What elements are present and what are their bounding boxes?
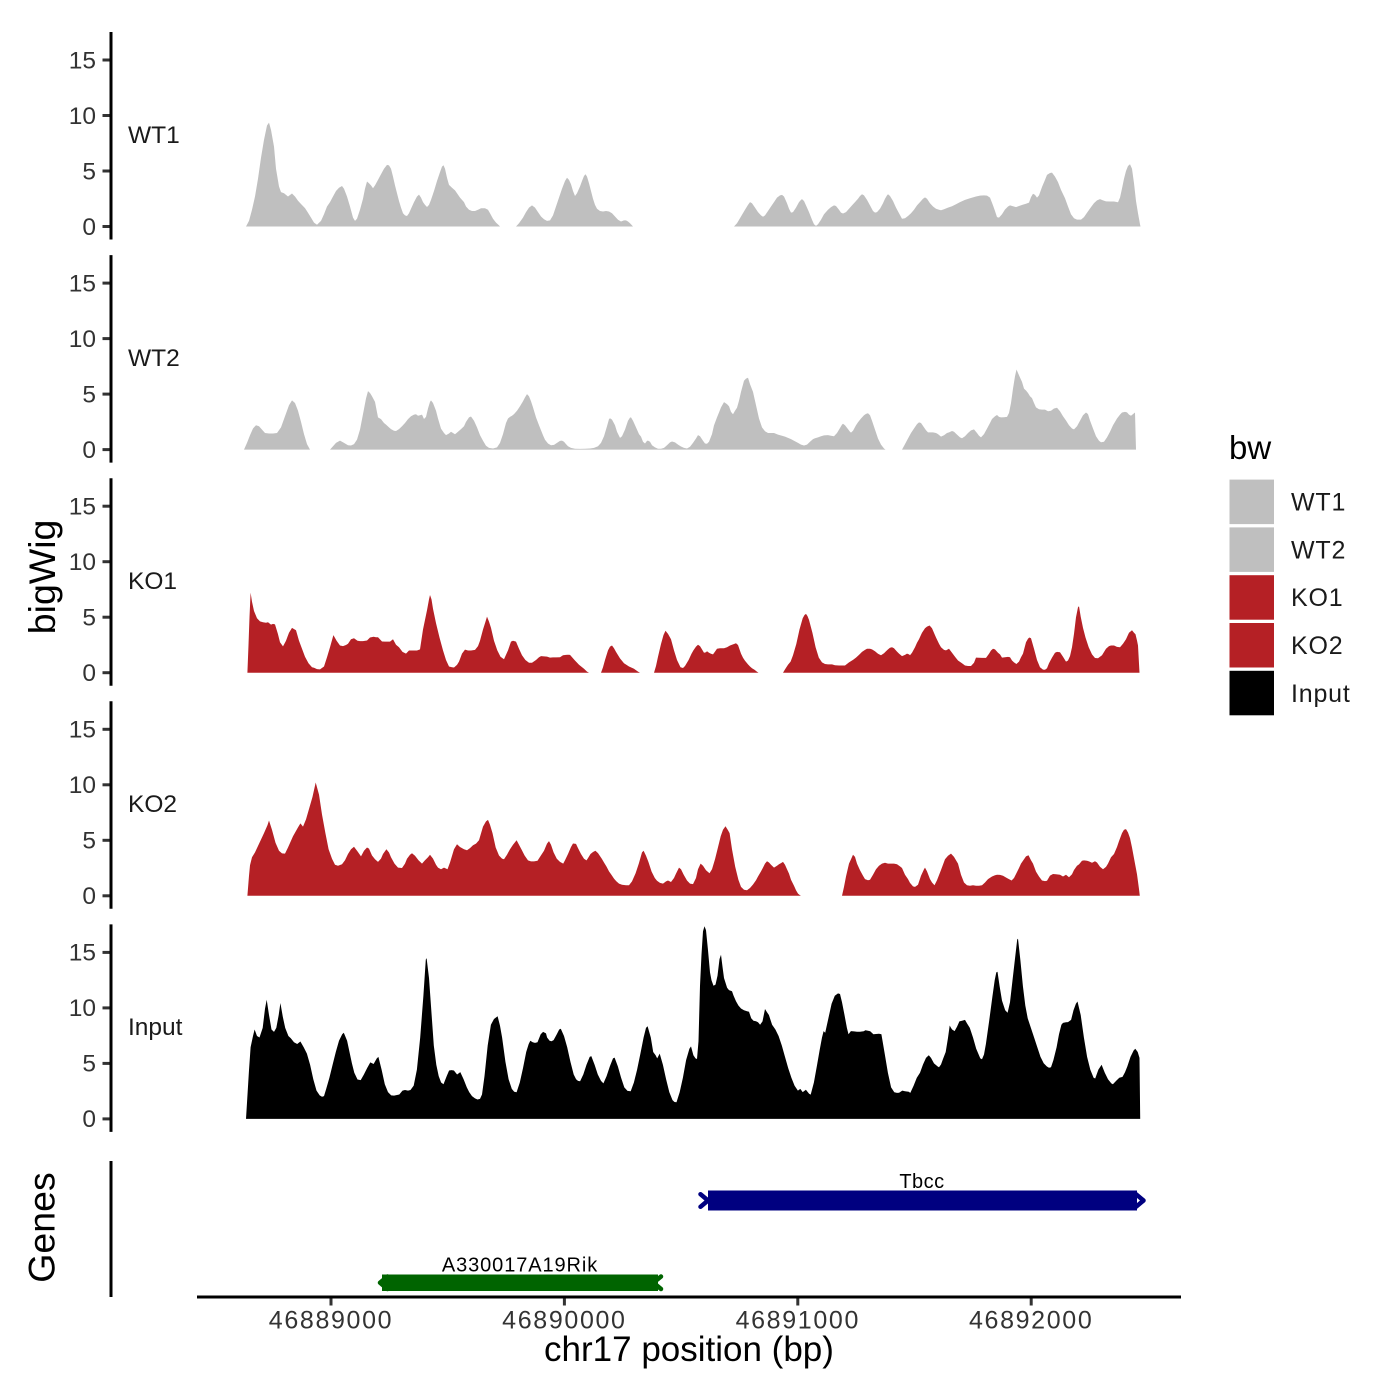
svg-text:5: 5 [82,1051,96,1078]
svg-text:15: 15 [69,270,96,297]
svg-text:15: 15 [69,47,96,74]
svg-text:Genes: Genes [21,1172,63,1283]
svg-text:5: 5 [82,828,96,855]
svg-text:0: 0 [82,883,96,910]
svg-text:10: 10 [69,772,96,799]
svg-text:5: 5 [82,381,96,408]
svg-text:46892000: 46892000 [969,1307,1093,1335]
svg-text:chr17 position (bp): chr17 position (bp) [544,1330,834,1369]
svg-text:10: 10 [69,326,96,353]
svg-text:WT1: WT1 [1291,489,1346,517]
svg-text:15: 15 [69,717,96,744]
svg-text:5: 5 [82,605,96,632]
svg-text:Input: Input [128,1014,183,1041]
svg-text:KO2: KO2 [128,791,177,818]
svg-text:bigWig: bigWig [21,520,63,635]
svg-text:WT2: WT2 [128,345,180,372]
svg-text:bw: bw [1229,429,1271,466]
svg-text:0: 0 [82,214,96,241]
svg-text:5: 5 [82,158,96,185]
svg-text:46890000: 46890000 [502,1307,626,1335]
svg-text:Input: Input [1291,680,1351,708]
svg-text:15: 15 [69,494,96,521]
svg-text:10: 10 [69,995,96,1022]
svg-text:KO1: KO1 [128,568,177,595]
svg-text:KO1: KO1 [1291,584,1343,612]
svg-text:10: 10 [69,549,96,576]
svg-text:KO2: KO2 [1291,632,1343,660]
svg-text:0: 0 [82,1106,96,1133]
svg-text:Tbcc: Tbcc [899,1171,944,1193]
svg-text:WT1: WT1 [128,122,180,149]
svg-text:10: 10 [69,103,96,130]
svg-text:WT2: WT2 [1291,536,1346,564]
svg-text:15: 15 [69,940,96,967]
svg-text:A330017A19Rik: A330017A19Rik [442,1255,598,1277]
svg-text:46889000: 46889000 [269,1307,393,1335]
svg-text:0: 0 [82,660,96,687]
svg-text:46891000: 46891000 [736,1307,860,1335]
svg-text:0: 0 [82,437,96,464]
